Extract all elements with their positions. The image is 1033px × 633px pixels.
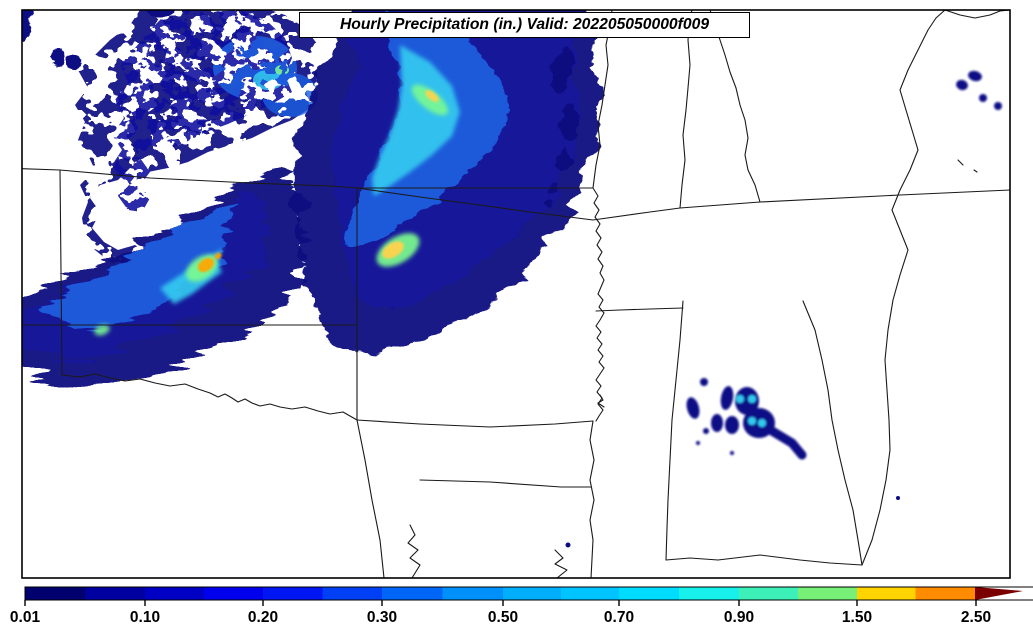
svg-text:0.01: 0.01 (10, 609, 41, 626)
svg-text:0.90: 0.90 (724, 609, 754, 626)
svg-text:0.50: 0.50 (488, 609, 518, 626)
svg-text:0.30: 0.30 (367, 609, 397, 626)
svg-text:1.50: 1.50 (842, 609, 872, 626)
svg-text:2.50: 2.50 (961, 609, 991, 626)
svg-text:0.70: 0.70 (604, 609, 634, 626)
svg-text:0.20: 0.20 (248, 609, 278, 626)
svg-text:0.10: 0.10 (130, 609, 160, 626)
